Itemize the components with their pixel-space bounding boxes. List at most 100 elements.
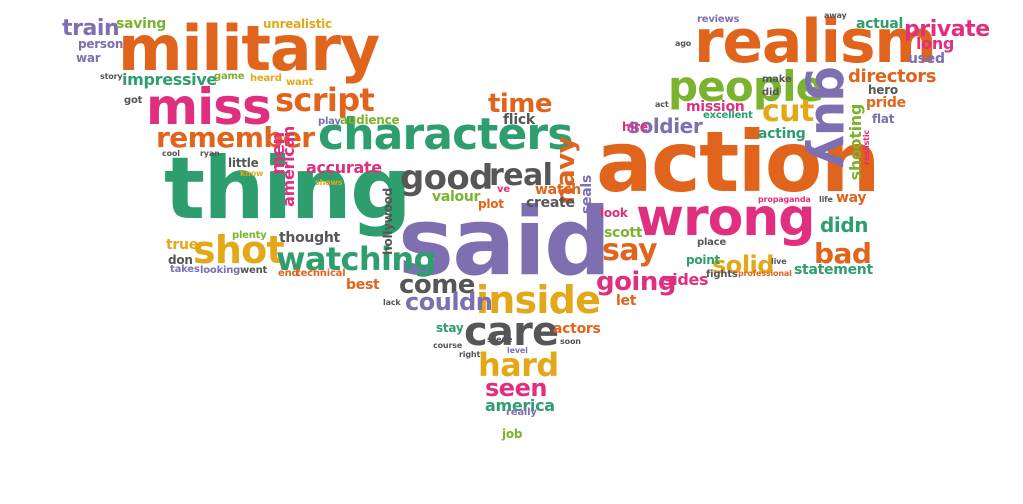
word-story: story bbox=[100, 72, 123, 81]
word-long: long bbox=[916, 34, 955, 53]
word-directors: directors bbox=[848, 66, 937, 87]
word-ve: ve bbox=[497, 184, 510, 195]
word-military: military bbox=[118, 12, 380, 85]
word-american: american bbox=[279, 126, 298, 207]
word-used: used bbox=[908, 51, 945, 67]
word-propaganda: propaganda bbox=[758, 195, 811, 204]
word-time: time bbox=[488, 89, 553, 119]
word-don: don bbox=[168, 253, 193, 267]
word-make: make bbox=[762, 74, 792, 85]
word-way: way bbox=[836, 190, 867, 206]
word-actors: actors bbox=[553, 321, 601, 337]
word-want: want bbox=[286, 77, 314, 88]
word-hard: hard bbox=[478, 346, 559, 384]
word-real: real bbox=[489, 158, 553, 193]
word-realistic: realistic bbox=[862, 130, 871, 165]
word-life: life bbox=[819, 195, 833, 204]
word-seen: seen bbox=[485, 374, 548, 402]
word-technical: technical bbox=[296, 268, 346, 279]
word-solid: solid bbox=[712, 251, 775, 279]
word-actual: actual bbox=[856, 16, 903, 32]
word-takes: takes bbox=[170, 264, 200, 275]
word-audience: audience bbox=[340, 113, 400, 127]
word-soldier: soldier bbox=[628, 114, 703, 138]
word-went: went bbox=[240, 265, 268, 276]
word-private: private bbox=[904, 17, 990, 42]
word-cut: cut bbox=[762, 94, 814, 129]
word-people: people bbox=[668, 62, 824, 111]
word-job: job bbox=[502, 427, 523, 441]
word-did: did bbox=[762, 87, 780, 98]
word-fights: fights bbox=[706, 269, 738, 280]
word-said: said bbox=[398, 188, 611, 297]
word-accurate: accurate bbox=[306, 158, 382, 177]
word-mission: mission bbox=[686, 99, 745, 115]
word-true: true bbox=[166, 237, 198, 253]
word-excellent: excellent bbox=[703, 110, 753, 121]
word-shows: shows bbox=[315, 178, 343, 187]
word-away: away bbox=[824, 11, 847, 20]
word-cool: cool bbox=[162, 149, 180, 158]
word-got: got bbox=[124, 95, 143, 106]
word-professional: professional bbox=[738, 269, 792, 278]
word-come: come bbox=[399, 270, 475, 300]
word-thought: thought bbox=[279, 230, 340, 246]
word-say: say bbox=[602, 233, 658, 268]
word-ago: ago bbox=[675, 39, 692, 48]
word-watch: watch bbox=[535, 182, 581, 198]
word-impressive: impressive bbox=[122, 70, 217, 89]
word-thing: thing bbox=[164, 139, 412, 239]
word-america: america bbox=[485, 396, 555, 415]
word-look: look bbox=[600, 206, 628, 220]
word-unrealistic: unrealistic bbox=[263, 17, 332, 31]
word-little: little bbox=[228, 156, 259, 170]
word-stay: stay bbox=[436, 321, 464, 335]
word-live: live bbox=[771, 257, 787, 266]
word-remember: remember bbox=[156, 121, 315, 154]
word-wrong: wrong bbox=[636, 188, 815, 248]
word-right: right bbox=[459, 350, 481, 359]
word-going: going bbox=[596, 267, 676, 297]
word-seals: seals bbox=[579, 175, 595, 215]
word-really: really bbox=[506, 407, 537, 418]
word-person: person bbox=[78, 37, 124, 51]
word-game: game bbox=[214, 71, 245, 82]
word-valour: valour bbox=[432, 189, 481, 205]
word-good: good bbox=[400, 158, 493, 198]
word-guy: guy bbox=[804, 66, 862, 167]
word-reviews: reviews bbox=[697, 14, 740, 25]
word-saving: saving bbox=[116, 16, 167, 32]
word-characters: characters bbox=[318, 109, 573, 160]
word-end: end bbox=[278, 268, 299, 279]
word-soon: soon bbox=[560, 337, 581, 346]
word-know: know bbox=[240, 169, 264, 178]
word-hollywood: hollywood bbox=[381, 188, 395, 255]
word-place: place bbox=[697, 237, 727, 248]
word-miss: miss bbox=[146, 78, 272, 136]
word-act: act bbox=[655, 100, 669, 109]
word-flick: flick bbox=[503, 112, 535, 128]
word-lack: lack bbox=[383, 298, 401, 307]
word-flat: flat bbox=[872, 112, 895, 126]
word-didn: didn bbox=[820, 213, 869, 237]
word-watching: watching bbox=[276, 240, 436, 278]
word-realism: realism bbox=[694, 7, 937, 77]
word-ryan: ryan bbox=[200, 149, 220, 158]
word-train: train bbox=[62, 16, 120, 41]
word-course: course bbox=[433, 341, 463, 350]
word-point: point bbox=[686, 253, 721, 267]
word-scott: scott bbox=[604, 225, 643, 241]
word-statement: statement bbox=[794, 262, 873, 278]
word-looking: looking bbox=[200, 265, 241, 276]
word-war: war bbox=[76, 51, 101, 65]
word-hire: hire bbox=[622, 120, 648, 134]
word-action: action bbox=[596, 113, 881, 211]
word-level: level bbox=[507, 346, 528, 355]
word-acting: acting bbox=[758, 126, 806, 142]
word-inside: inside bbox=[476, 278, 601, 322]
word-sides: sides bbox=[663, 270, 709, 289]
word-plenty: plenty bbox=[232, 230, 267, 241]
word-heard: heard bbox=[250, 73, 282, 84]
word-scene: scene bbox=[487, 335, 513, 344]
